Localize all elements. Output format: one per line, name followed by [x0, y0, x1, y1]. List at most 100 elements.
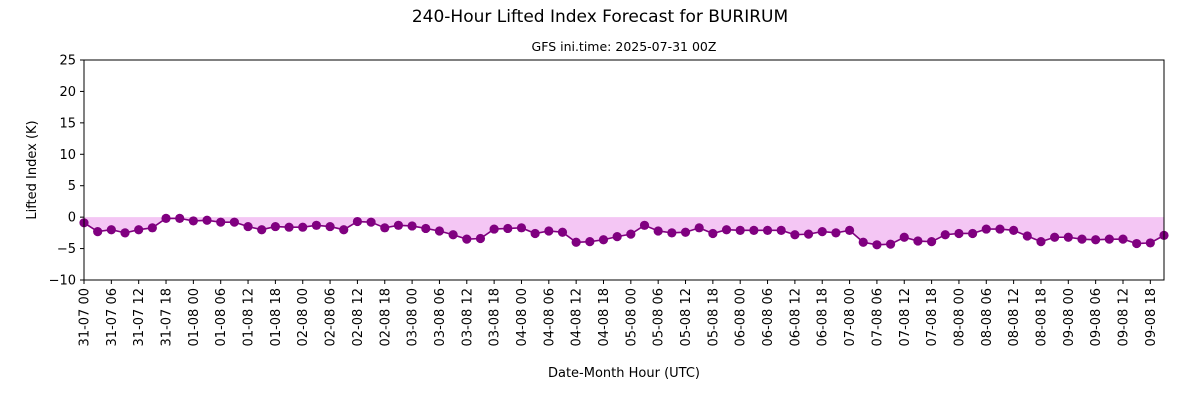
chart-title: 240-Hour Lifted Index Forecast for BURIR…: [412, 7, 788, 27]
data-point: [284, 222, 294, 232]
data-point: [175, 213, 185, 223]
x-tick-label: 31-07 06: [105, 288, 120, 346]
data-point: [188, 216, 198, 226]
y-tick-label: 25: [59, 54, 76, 69]
data-point: [475, 233, 486, 244]
y-axis-label: Lifted Index (K): [25, 120, 40, 219]
data-point: [1063, 232, 1073, 242]
x-tick-label: 07-08 06: [870, 288, 885, 346]
y-axis: −10 −5 0 5 10 15 20 25: [49, 54, 84, 289]
x-tick-label: 01-08 12: [242, 288, 257, 346]
data-point: [134, 225, 144, 235]
data-point: [1050, 232, 1060, 242]
data-point: [790, 230, 800, 240]
data-point: [270, 221, 280, 232]
data-point: [885, 239, 896, 249]
x-tick-label: 04-08 18: [597, 288, 612, 346]
x-tick-label: 03-08 00: [406, 288, 421, 346]
data-point: [598, 235, 609, 245]
data-point: [776, 225, 786, 235]
data-point: [899, 232, 909, 242]
x-tick-label: 06-08 06: [761, 288, 776, 346]
data-point: [503, 223, 513, 234]
data-point: [653, 226, 663, 236]
data-point: [831, 228, 841, 238]
data-point: [1145, 238, 1155, 248]
data-point: [393, 220, 404, 230]
data-point: [926, 237, 937, 247]
data-point: [1077, 234, 1087, 244]
y-tick-label: 5: [68, 179, 76, 194]
data-point: [571, 237, 581, 247]
plot-frame: [83, 59, 1165, 281]
x-tick-label: 06-08 18: [816, 288, 831, 346]
data-point: [858, 237, 868, 247]
data-point: [954, 228, 964, 239]
data-point: [311, 220, 322, 230]
data-point: [216, 217, 226, 227]
data-point: [161, 213, 171, 223]
y-tick-label: 15: [59, 116, 76, 131]
x-tick-label: 03-08 06: [433, 288, 448, 346]
data-point: [366, 217, 376, 227]
data-point: [448, 230, 458, 240]
data-point: [325, 221, 335, 232]
data-point: [803, 229, 814, 239]
data-point: [516, 223, 527, 233]
x-tick-label: 04-08 12: [570, 288, 585, 346]
data-point: [680, 227, 691, 237]
data-point: [1022, 231, 1032, 241]
data-point: [968, 228, 978, 239]
x-tick-label: 05-08 18: [706, 288, 721, 346]
data-point: [585, 237, 595, 247]
data-point: [1132, 238, 1142, 249]
data-point: [1009, 225, 1019, 235]
data-point: [257, 225, 267, 235]
data-point: [120, 228, 130, 238]
x-tick-label: 03-08 12: [460, 288, 475, 346]
data-point: [639, 220, 650, 230]
below-zero-fill-area: [84, 217, 1164, 245]
data-point: [913, 236, 923, 246]
x-tick-label: 31-07 12: [132, 288, 147, 346]
series-marker-layer: [79, 213, 1169, 250]
x-tick-label: 01-08 18: [269, 288, 284, 346]
data-point: [106, 225, 116, 235]
x-axis: 31-07 00 31-07 06 31-07 12 31-07 18 01-08 00…: [78, 280, 1159, 346]
x-tick-label: 02-08 06: [324, 288, 339, 346]
x-tick-label: 08-08 18: [1034, 288, 1049, 346]
data-point: [462, 234, 472, 244]
x-tick-label: 05-08 00: [624, 288, 639, 346]
x-tick-label: 09-08 12: [1116, 288, 1131, 346]
y-tick-label: 20: [59, 85, 76, 100]
x-tick-label: 09-08 06: [1089, 288, 1104, 346]
data-point: [557, 227, 568, 237]
x-tick-label: 02-08 18: [378, 288, 393, 346]
x-tick-label: 07-08 00: [843, 288, 858, 346]
chart-subtitle: GFS ini.time: 2025-07-31 00Z: [532, 39, 717, 54]
data-point: [1118, 234, 1128, 244]
x-tick-label: 04-08 06: [542, 288, 557, 346]
data-point: [694, 223, 704, 233]
x-tick-label: 01-08 06: [214, 288, 229, 346]
x-tick-label: 31-07 00: [78, 288, 93, 346]
x-tick-label: 05-08 12: [679, 288, 694, 346]
x-tick-label: 05-08 06: [652, 288, 667, 346]
data-point: [940, 230, 950, 240]
x-tick-label: 07-08 18: [925, 288, 940, 346]
data-point: [407, 221, 417, 231]
x-tick-label: 08-08 12: [1007, 288, 1022, 346]
data-point: [530, 228, 540, 239]
data-point: [708, 228, 718, 239]
data-point: [612, 232, 622, 242]
x-tick-label: 31-07 18: [160, 288, 175, 346]
data-point: [721, 225, 732, 235]
x-tick-label: 09-08 00: [1062, 288, 1077, 346]
x-tick-label: 08-08 06: [980, 288, 995, 346]
y-tick-label: 0: [68, 211, 76, 226]
data-point: [981, 224, 991, 234]
x-tick-label: 06-08 12: [788, 288, 803, 346]
data-point: [762, 225, 773, 235]
data-point: [544, 226, 554, 236]
